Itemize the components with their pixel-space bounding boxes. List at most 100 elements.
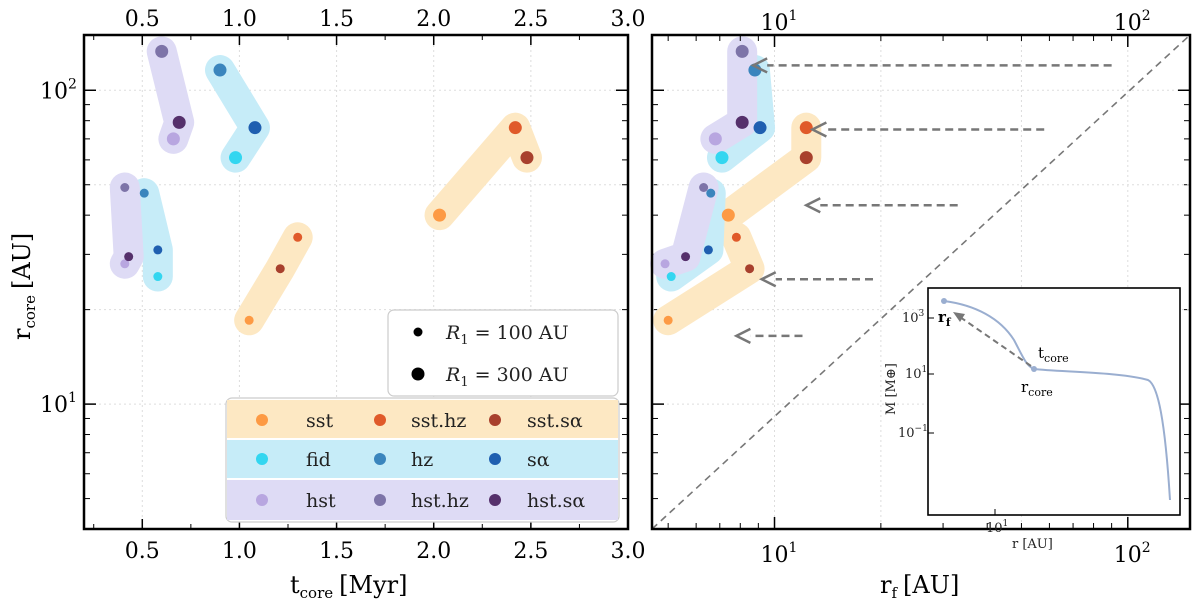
x-tick-label: 1.0 <box>222 539 257 564</box>
x-tick-label-top: 1.5 <box>319 7 354 32</box>
data-point-fid <box>153 272 163 282</box>
x-tick-label-top: 101 <box>761 8 798 36</box>
inset-rcore-point <box>1031 366 1037 372</box>
inset-rf-point <box>941 298 947 304</box>
data-point-fid <box>715 151 729 165</box>
data-point-sst <box>244 315 254 325</box>
data-point-hst <box>166 132 180 146</box>
data-point-sst <box>433 208 447 222</box>
data-point-hz <box>139 188 149 198</box>
size-legend-small-marker <box>413 327 423 337</box>
data-point-sst <box>663 315 673 325</box>
inset-rcore-label: rcore <box>1021 378 1053 399</box>
legend-label-fid: fid <box>306 449 331 471</box>
data-point-hst-hz <box>735 44 749 58</box>
x-tick-label-top: 2.5 <box>513 7 548 32</box>
y-tick-label: 101 <box>40 390 77 418</box>
left-bands <box>109 36 542 336</box>
data-point-hst-hz <box>155 44 169 58</box>
data-point-sst <box>721 208 735 222</box>
legend-label-sst: sst <box>306 410 334 432</box>
inset-tcore-label: tcore <box>1038 344 1069 365</box>
data-point-sst-hz <box>799 121 813 135</box>
x-tick-label: 0.5 <box>125 539 160 564</box>
data-point-s- <box>753 121 767 135</box>
legend-label-salpha: sα <box>527 449 550 471</box>
left-y-axis-label: rcore[AU] <box>8 233 39 340</box>
x-tick-label: 2.0 <box>416 539 451 564</box>
data-point-hz <box>213 63 227 77</box>
right-x-axis-label: rf [AU] <box>880 571 959 602</box>
model-legend-band-fid <box>227 440 618 478</box>
shift-arrow-head <box>750 57 768 74</box>
shift-arrow-head <box>733 327 751 344</box>
legend-marker-hst-salpha <box>489 494 501 506</box>
x-tick-label-top: 102 <box>1114 8 1151 36</box>
shift-arrow-head <box>803 197 821 214</box>
data-point-s- <box>248 121 262 135</box>
x-tick-label-top: 2.0 <box>416 7 451 32</box>
data-point-hst <box>708 132 722 146</box>
x-tick-label-top: 1.0 <box>222 7 257 32</box>
x-tick-label-top: 3.0 <box>611 7 646 32</box>
right-bands <box>650 36 822 336</box>
legend-marker-hst-hz <box>374 494 386 506</box>
inset-frame <box>927 287 1181 516</box>
legend-marker-sst-hz <box>374 414 386 426</box>
data-point-hst-s- <box>172 115 186 129</box>
data-point-sst-hz <box>293 232 303 242</box>
x-tick-label-top: 0.5 <box>125 7 160 32</box>
y-tick-label: 102 <box>40 76 77 104</box>
right-panel: 101 101 102 102 rf [AU] rf tcore rcore 103 1… <box>650 8 1192 602</box>
right-ticks: 101 101 102 102 <box>652 8 1190 568</box>
left-plot-frame <box>82 33 630 531</box>
inset-ytick-label-0.1: 10−1 <box>898 424 928 441</box>
inset-ytick-label-1000: 103 <box>902 309 925 326</box>
x-tick-label: 3.0 <box>611 539 646 564</box>
size-legend: R1 = 100 AU R1 = 300 AU <box>387 309 619 397</box>
inset-plot: rf tcore rcore 103 101 10−1 101 M [M⊕] r… <box>884 287 1181 552</box>
data-point-sst-hz <box>731 232 741 242</box>
inset-xtick-label-10: 101 <box>986 519 1008 536</box>
left-panel: 0.50.51.01.01.51.52.02.02.52.53.03.01011… <box>8 7 1190 602</box>
size-legend-small-label: R1 = 100 AU <box>445 322 569 348</box>
right-plot-frame <box>650 33 1192 531</box>
data-point-hst <box>660 259 670 269</box>
size-legend-large-label: R1 = 300 AU <box>445 364 569 390</box>
legend-marker-salpha <box>489 453 501 465</box>
data-point-sst-s- <box>745 264 755 274</box>
size-legend-large-marker <box>411 367 425 381</box>
inset-ytick-label-10: 101 <box>905 365 927 382</box>
data-point-hst-s- <box>681 252 691 262</box>
legend-marker-sst <box>256 414 268 426</box>
legend-label-hz: hz <box>411 449 433 471</box>
inset-rf-label: rf <box>938 308 952 329</box>
inset-arrow-head <box>953 312 965 322</box>
inset-mass-curve <box>943 300 1171 501</box>
highlight-band-sst <box>424 112 542 231</box>
data-point-hst <box>120 259 130 269</box>
legend-marker-fid <box>256 453 268 465</box>
highlight-band-sst <box>234 222 313 336</box>
data-point-hz <box>706 188 716 198</box>
legend-label-sst-hz: sst.hz <box>411 410 466 432</box>
data-point-s- <box>703 245 713 255</box>
x-tick-label: 1.5 <box>319 539 354 564</box>
data-point-sst-s- <box>799 151 813 165</box>
inset-arrow-shaft <box>959 316 1032 367</box>
legend-label-hst-hz: hst.hz <box>411 490 469 512</box>
data-point-sst-s- <box>520 151 534 165</box>
x-tick-label: 101 <box>761 540 798 568</box>
highlight-band-fid <box>129 178 173 292</box>
shift-arrow-head <box>809 121 827 138</box>
inset-x-axis-label: r [AU] <box>1012 537 1053 552</box>
data-point-hst-s- <box>735 115 749 129</box>
model-legend-band-sst <box>227 400 618 438</box>
model-legend-band-hst <box>227 480 618 520</box>
inset-y-axis-label: M [M⊕] <box>884 363 899 415</box>
data-point-hst-hz <box>699 182 709 192</box>
legend-label-sst-salpha: sst.sα <box>527 410 583 432</box>
data-point-hst-hz <box>120 182 130 192</box>
legend-marker-hz <box>374 453 386 465</box>
